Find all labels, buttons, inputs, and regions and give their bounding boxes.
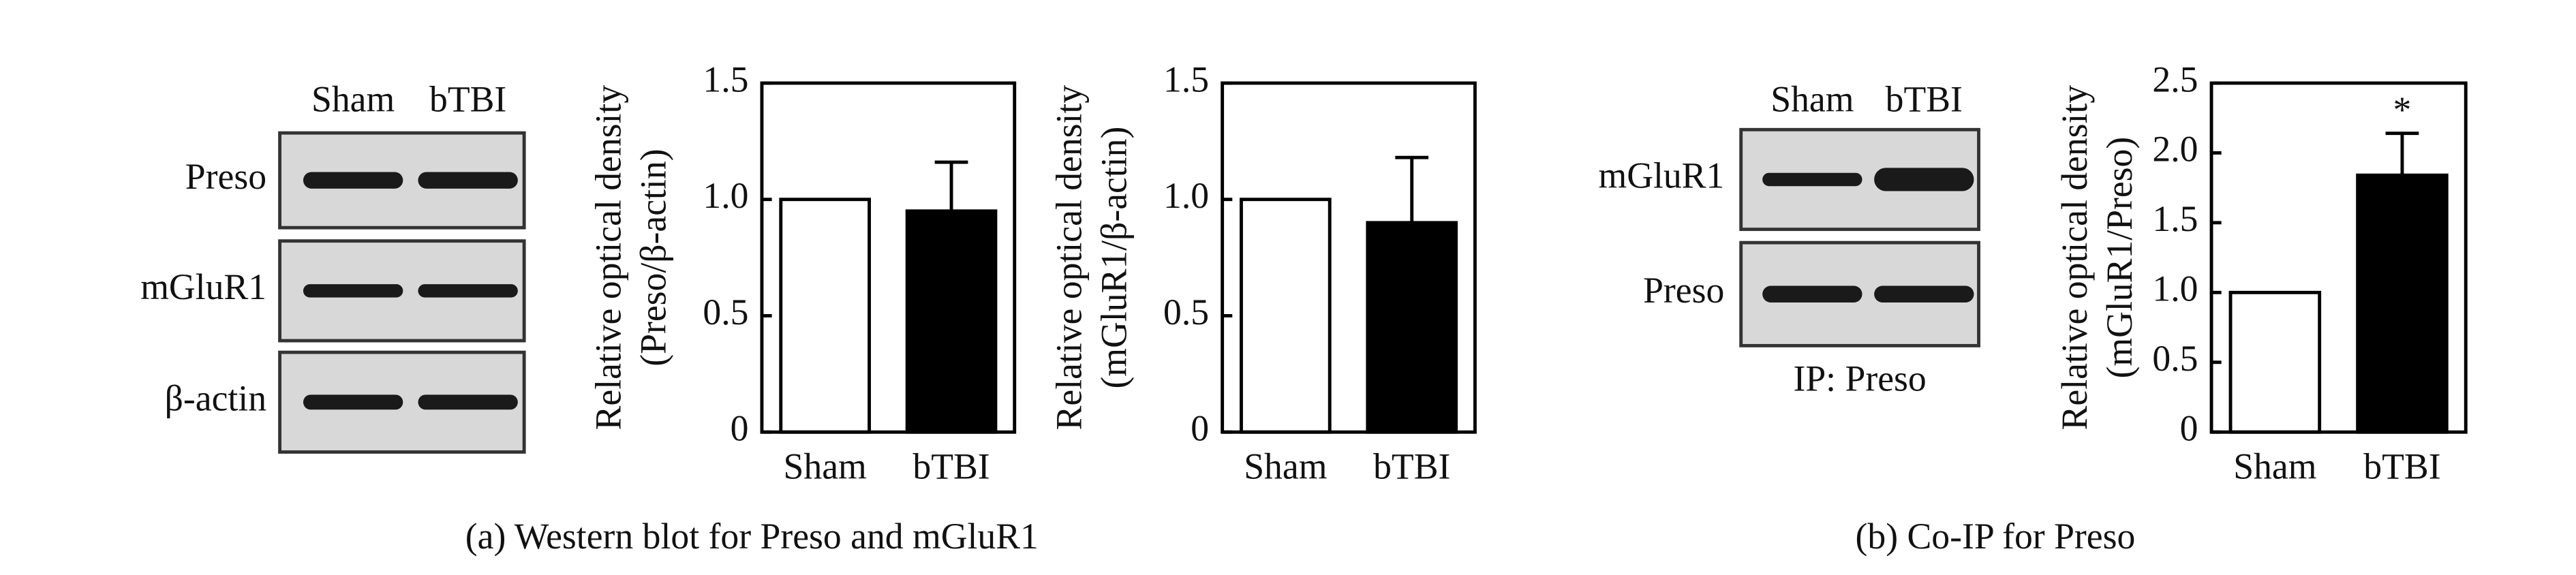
y-tick-label: 2.0 — [2152, 129, 2198, 170]
lane-label: Sham — [311, 79, 395, 120]
y-tick-label: 1.0 — [2152, 268, 2198, 309]
band — [303, 284, 403, 298]
band — [418, 284, 518, 298]
y-tick-label: 0.5 — [2152, 338, 2198, 379]
band — [303, 394, 403, 410]
y-tick-label: 0.5 — [703, 292, 748, 332]
bar — [1240, 198, 1332, 434]
y-axis-label: (mGluR1/Preso) — [2099, 137, 2140, 379]
y-tick-label: 0.5 — [1163, 292, 1209, 332]
plot-frame — [2209, 81, 2468, 434]
lane-label: bTBI — [1886, 79, 1963, 120]
y-tick-label: 0 — [1191, 408, 1209, 449]
band — [418, 172, 518, 189]
y-axis-label: (Preso/β-actin) — [633, 149, 674, 366]
x-tick-label: bTBI — [1373, 446, 1450, 487]
y-axis-label: Relative optical density — [2054, 85, 2095, 431]
plot-frame — [1221, 81, 1477, 434]
bar — [779, 198, 871, 434]
x-tick-label: bTBI — [2363, 446, 2440, 487]
row-label: Preso — [185, 156, 266, 197]
y-tick-label: 1.5 — [2152, 198, 2198, 239]
bar — [1366, 221, 1458, 434]
y-axis-label: Relative optical density — [1048, 85, 1089, 431]
caption: (b) Co-IP for Preso — [1856, 516, 2136, 557]
annotation: * — [2393, 89, 2412, 130]
band — [1762, 285, 1862, 302]
y-axis-label: (mGluR1/β-actin) — [1093, 127, 1134, 389]
bar — [2228, 290, 2322, 434]
plot-frame — [760, 81, 1017, 434]
y-tick-label: 0 — [2180, 408, 2198, 449]
lane-label: Sham — [1770, 79, 1854, 120]
y-tick-label: 1.0 — [1163, 175, 1209, 216]
band — [1874, 168, 1974, 191]
bar — [2356, 173, 2449, 434]
x-tick-label: Sham — [1244, 446, 1327, 487]
band — [303, 172, 403, 189]
caption: (a) Western blot for Preso and mGluR1 — [465, 516, 1039, 557]
x-tick-label: Sham — [2233, 446, 2316, 487]
row-label: mGluR1 — [1598, 155, 1724, 196]
blot-note: IP: Preso — [1793, 358, 1926, 399]
y-tick-label: 1.5 — [1163, 59, 1209, 99]
y-tick-label: 0 — [731, 408, 749, 449]
y-tick-label: 2.5 — [2152, 59, 2198, 99]
lane-label: bTBI — [429, 79, 506, 120]
x-tick-label: bTBI — [913, 446, 990, 487]
band — [418, 394, 518, 410]
y-tick-label: 1.0 — [703, 175, 748, 216]
y-axis-label: Relative optical density — [588, 85, 629, 431]
row-label: β-actin — [165, 378, 267, 419]
band — [1762, 172, 1862, 187]
row-label: Preso — [1643, 270, 1724, 311]
y-tick-label: 1.5 — [703, 59, 748, 99]
row-label: mGluR1 — [140, 266, 266, 307]
x-tick-label: Sham — [784, 446, 867, 487]
band — [1874, 285, 1974, 302]
bar — [905, 209, 998, 434]
